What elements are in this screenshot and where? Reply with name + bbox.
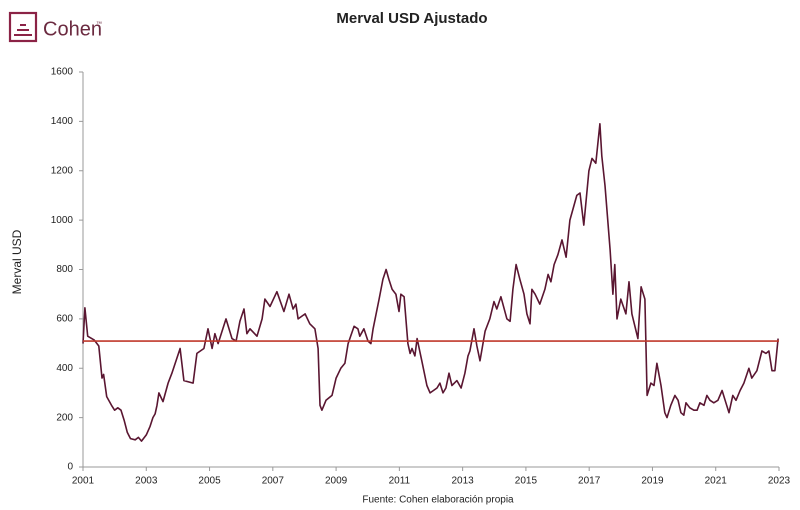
- y-tick-label: 1400: [51, 116, 74, 127]
- x-tick-label: 2021: [705, 476, 728, 487]
- y-tick-label: 1600: [51, 67, 74, 78]
- x-tick-label: 2019: [641, 476, 664, 487]
- y-tick-label: 0: [67, 462, 73, 473]
- x-tick-label: 2013: [452, 476, 475, 487]
- x-tick-label: 2023: [768, 476, 791, 487]
- x-tick-label: 2007: [262, 476, 285, 487]
- x-tick-label: 2003: [135, 476, 158, 487]
- logo: Cohen ™: [8, 11, 102, 43]
- y-tick-label: 200: [56, 412, 73, 423]
- x-tick-label: 2005: [198, 476, 221, 487]
- data-line: [82, 123, 779, 442]
- x-tick-label: 2001: [72, 476, 95, 487]
- x-tick-label: 2009: [325, 476, 348, 487]
- y-tick-label: 800: [56, 264, 73, 275]
- logo-text: Cohen: [43, 18, 102, 40]
- chart-title: Merval USD Ajustado: [336, 10, 487, 27]
- x-tick-label: 2015: [515, 476, 538, 487]
- source-note: Fuente: Cohen elaboración propia: [362, 495, 514, 506]
- logo-mark: ™: [96, 21, 102, 28]
- y-tick-label: 1000: [51, 215, 74, 226]
- x-tick-label: 2017: [578, 476, 601, 487]
- x-tick-label: 2011: [389, 476, 411, 487]
- y-axis-label: Merval USD: [10, 229, 24, 294]
- y-tick-label: 400: [56, 363, 73, 374]
- logo-frame: [8, 11, 38, 43]
- y-tick-label: 600: [56, 314, 73, 325]
- y-tick-label: 1200: [51, 165, 74, 176]
